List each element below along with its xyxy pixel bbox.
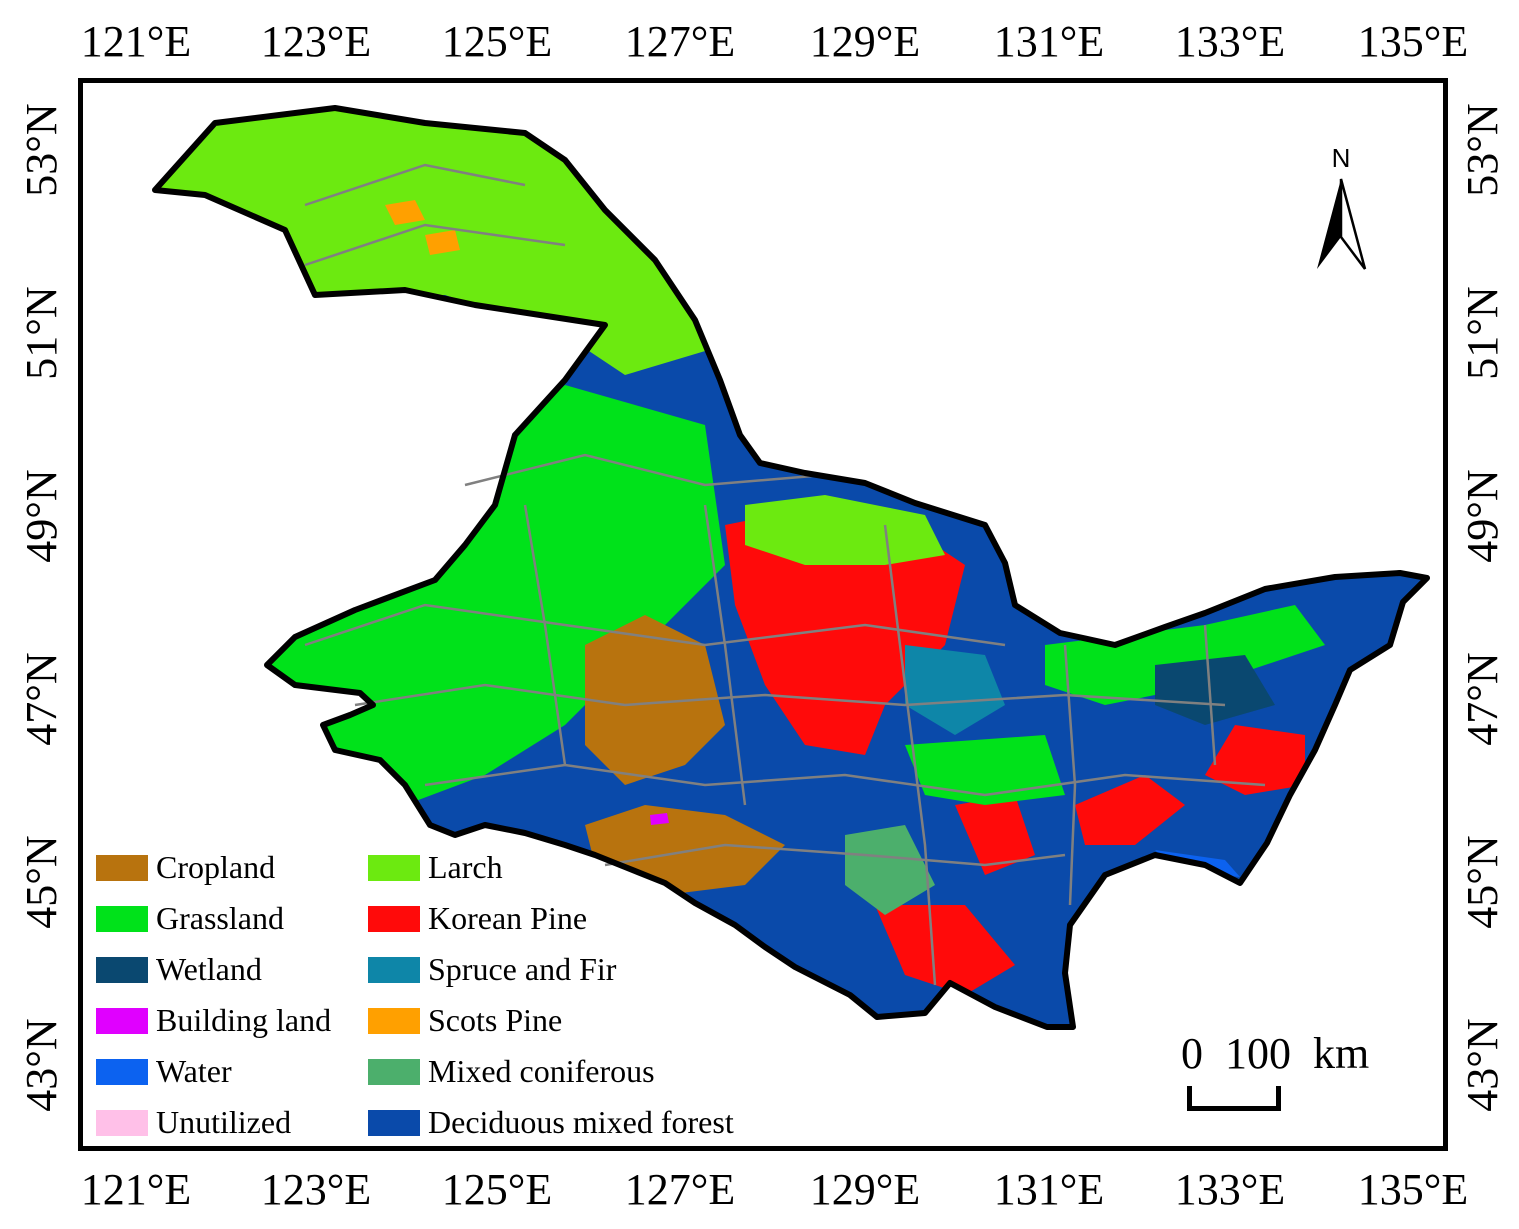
legend-label: Mixed coniferous <box>428 1053 655 1089</box>
left-lat-label: 47°N <box>17 652 66 746</box>
right-lat-label: 45°N <box>1458 835 1507 929</box>
legend-item-mixed-coniferous: Mixed coniferous <box>368 1053 655 1090</box>
bottom-lon-label: 125°E <box>441 1165 553 1214</box>
legend-swatch <box>368 1007 420 1034</box>
legend-item-water: Water <box>96 1053 232 1090</box>
right-lat-label: 53°N <box>1458 103 1507 197</box>
korean-pine-southeast <box>1075 775 1185 845</box>
bottom-lon-label: 129°E <box>809 1165 921 1214</box>
top-lon-label: 135°E <box>1357 17 1469 66</box>
larch-center <box>745 495 945 565</box>
legend-label: Deciduous mixed forest <box>428 1104 734 1140</box>
bottom-lon-label: 127°E <box>624 1165 736 1214</box>
legend-item-wetland: Wetland <box>96 951 262 988</box>
legend-label: Spruce and Fir <box>428 951 617 987</box>
bottom-lon-label: 135°E <box>1357 1165 1469 1214</box>
legend-swatch <box>368 1058 420 1085</box>
grassland-east <box>1045 605 1325 705</box>
legend-item-korean-pine: Korean Pine <box>368 900 587 937</box>
legend-label: Larch <box>428 849 503 885</box>
bottom-lon-label: 131°E <box>993 1165 1105 1214</box>
top-lon-label: 129°E <box>809 17 921 66</box>
legend-label: Cropland <box>156 849 276 885</box>
legend-swatch <box>96 1058 148 1085</box>
legend-swatch <box>368 905 420 932</box>
land-use-map <box>83 83 1443 1146</box>
mixed-coniferous-south <box>845 825 935 915</box>
legend-swatch <box>96 1109 148 1136</box>
legend-item-deciduous-mixed-forest: Deciduous mixed forest <box>368 1104 734 1141</box>
legend-item-scots-pine: Scots Pine <box>368 1002 562 1039</box>
korean-pine-east <box>1205 725 1305 795</box>
left-lat-label: 53°N <box>17 103 66 197</box>
scale-label: 0 100 km <box>1181 1029 1370 1078</box>
scale-bar: 0 100 km <box>1181 1028 1411 1128</box>
north-arrow: N <box>1311 143 1371 273</box>
korean-pine-center <box>725 505 965 755</box>
legend-label: Unutilized <box>156 1104 292 1140</box>
bottom-lon-label: 121°E <box>80 1165 192 1214</box>
map-frame: N 0 100 km <box>78 78 1448 1151</box>
legend-label: Grassland <box>156 900 284 936</box>
legend-label: Wetland <box>156 951 262 987</box>
legend-item-building-land: Building land <box>96 1002 331 1039</box>
admin-boundaries <box>304 163 1266 986</box>
legend-swatch <box>96 854 148 881</box>
right-lat-label: 51°N <box>1458 286 1507 380</box>
legend-label: Korean Pine <box>428 900 588 936</box>
legend-item-spruce-and-fir: Spruce and Fir <box>368 951 616 988</box>
grassland-west <box>260 385 725 805</box>
wetland-east <box>1155 655 1275 725</box>
korean-pine-south-2 <box>955 795 1035 875</box>
legend-label: Building land <box>156 1002 332 1038</box>
legend-item-cropland: Cropland <box>96 849 275 886</box>
legend-swatch <box>96 905 148 932</box>
spruce-fir-patch <box>905 645 1005 735</box>
top-lon-label: 123°E <box>260 17 372 66</box>
scots-pine-patch-2 <box>425 230 460 255</box>
north-letter: N <box>1331 143 1351 173</box>
top-lon-label: 127°E <box>624 17 736 66</box>
legend-label: Water <box>156 1053 232 1089</box>
scale-line <box>1187 1086 1281 1111</box>
legend-swatch <box>368 1109 420 1136</box>
right-lat-label: 43°N <box>1458 1018 1507 1112</box>
legend-swatch <box>96 956 148 983</box>
left-lat-label: 43°N <box>17 1018 66 1112</box>
left-lat-label: 49°N <box>17 469 66 563</box>
legend-item-grassland: Grassland <box>96 900 284 937</box>
left-lat-label: 51°N <box>17 286 66 380</box>
legend-label: Scots Pine <box>428 1002 563 1038</box>
grassland-south <box>905 735 1065 805</box>
top-lon-label: 125°E <box>441 17 553 66</box>
bottom-lon-label: 133°E <box>1174 1165 1286 1214</box>
top-lon-label: 131°E <box>993 17 1105 66</box>
region-outline <box>152 105 1430 1030</box>
legend-item-unutilized: Unutilized <box>96 1104 291 1141</box>
north-arrow-icon <box>1317 178 1367 270</box>
right-lat-label: 47°N <box>1458 652 1507 746</box>
cropland-central <box>585 615 725 785</box>
legend-swatch <box>368 956 420 983</box>
legend-item-larch: Larch <box>368 849 503 886</box>
left-lat-label: 45°N <box>17 835 66 929</box>
scots-pine-patch <box>385 200 425 225</box>
korean-pine-south <box>875 905 1015 995</box>
bottom-lon-label: 123°E <box>260 1165 372 1214</box>
top-lon-label: 121°E <box>80 17 192 66</box>
building-land-patch <box>650 813 669 825</box>
legend-swatch <box>368 854 420 881</box>
legend-swatch <box>96 1007 148 1034</box>
right-lat-label: 49°N <box>1458 469 1507 563</box>
top-lon-label: 133°E <box>1174 17 1286 66</box>
